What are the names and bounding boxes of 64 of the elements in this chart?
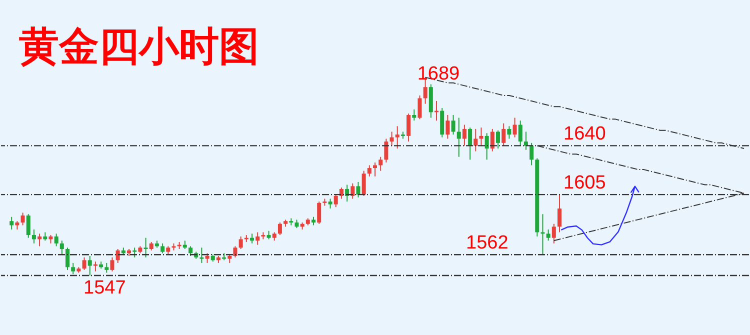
candlestick — [490, 128, 494, 152]
candlestick — [552, 223, 556, 244]
candlestick — [446, 114, 450, 140]
candlestick — [546, 228, 550, 242]
ref-line-label: 1562 — [466, 232, 508, 254]
candlestick — [395, 126, 400, 149]
candlestick — [93, 261, 98, 272]
candlestick — [412, 108, 416, 122]
candlestick — [512, 117, 517, 138]
candlestick — [82, 256, 86, 270]
candlestick — [88, 255, 92, 276]
candlestick — [378, 156, 383, 172]
candlestick — [496, 130, 500, 149]
candlestick — [440, 108, 444, 138]
candlestick — [518, 120, 522, 146]
candlestick — [233, 246, 238, 258]
candlestick — [20, 212, 25, 226]
candlestick — [188, 246, 192, 256]
candlestick — [116, 248, 120, 264]
candlestick — [524, 131, 528, 150]
candlestick — [390, 131, 394, 146]
candlestick — [110, 256, 114, 272]
candlestick — [339, 187, 344, 200]
candlestick — [71, 262, 76, 275]
candlestick — [317, 201, 322, 224]
candlestick — [60, 240, 64, 256]
candlestick — [384, 138, 388, 163]
candlestick — [451, 114, 456, 136]
candlestick — [200, 247, 204, 264]
candlestick — [328, 198, 332, 210]
candlestick — [484, 132, 489, 160]
ref-line-label: 1640 — [564, 124, 606, 145]
candlestick — [530, 142, 534, 166]
candlestick — [474, 128, 478, 152]
ref-line-label: 1547 — [84, 278, 126, 299]
candlestick — [104, 262, 109, 274]
candlestick — [362, 170, 366, 196]
candlestick — [456, 117, 461, 158]
candlestick — [356, 182, 360, 198]
candlestick — [54, 233, 58, 247]
candlestick — [66, 247, 70, 270]
candlestick — [205, 252, 210, 264]
chart-title: 黄金四小时图 — [19, 24, 259, 70]
candlestick — [132, 247, 137, 258]
candlestick — [462, 124, 466, 146]
candlestick — [502, 122, 506, 146]
candlestick — [256, 232, 260, 246]
candlestick — [507, 126, 512, 140]
candlestick — [278, 222, 282, 236]
candlestick — [350, 182, 355, 200]
candlestick — [26, 214, 30, 238]
candlestick — [334, 194, 338, 208]
candlestick — [468, 127, 472, 160]
candlestick — [418, 94, 422, 120]
candlestick — [238, 236, 243, 250]
candlestick — [144, 237, 148, 258]
candlestick — [367, 164, 372, 177]
ref-line-label: 1605 — [564, 172, 606, 194]
annotation: 1689 — [417, 63, 460, 84]
candlestick — [10, 216, 14, 230]
candlestick — [160, 242, 165, 254]
candlestick — [32, 228, 36, 244]
candlestick — [406, 113, 411, 142]
candlestick — [558, 194, 562, 233]
